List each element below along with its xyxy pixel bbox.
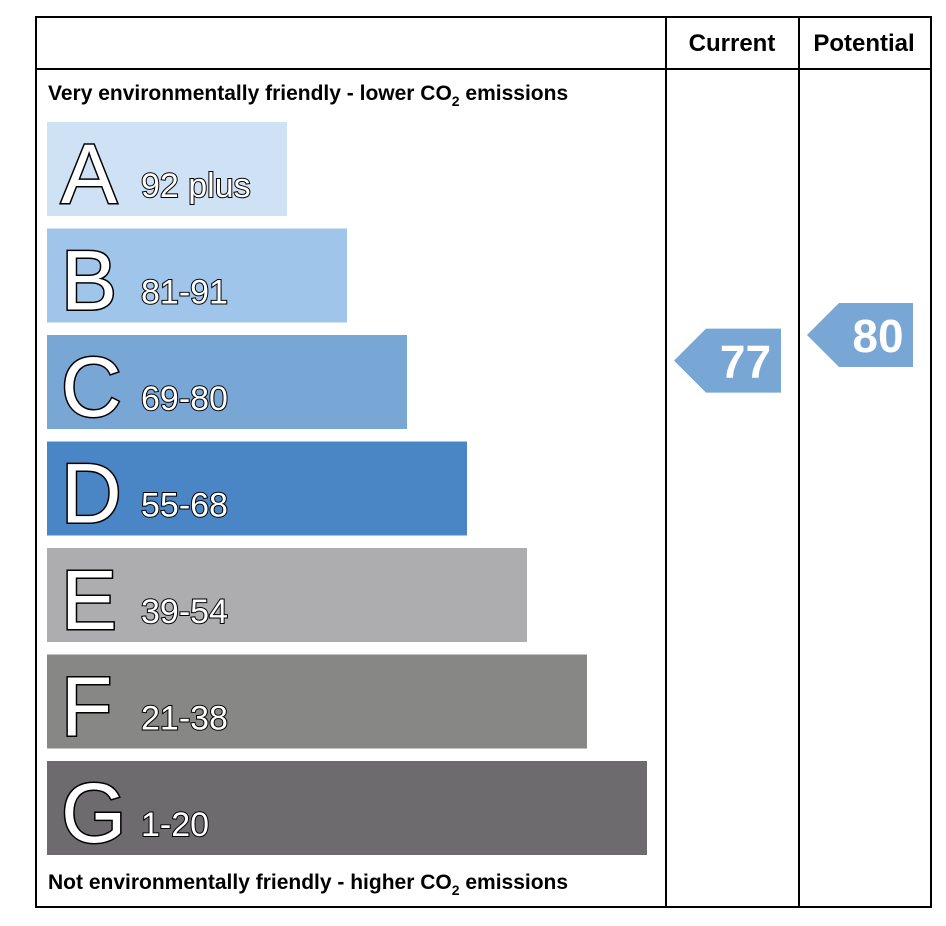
band-b	[47, 228, 347, 323]
band-a	[47, 122, 287, 216]
current-rating-value: 77	[720, 336, 771, 388]
potential-rating-marker: 80	[807, 303, 913, 367]
chart-frame	[35, 16, 932, 908]
band-d	[47, 441, 467, 536]
top-note: Very environmentally friendly - lower CO…	[48, 82, 568, 109]
band-g	[47, 761, 647, 855]
potential-column-header: Potential	[813, 30, 914, 57]
potential-rating-value: 80	[852, 310, 903, 362]
current-rating-arrow	[674, 328, 781, 393]
band-letter-a: A	[61, 127, 117, 221]
band-range-e: 39-54	[141, 593, 228, 631]
current-column-header: Current	[689, 30, 776, 57]
band-letter-f: F	[61, 660, 112, 754]
band-letter-g: G	[61, 766, 126, 860]
band-letter-b: B	[61, 234, 117, 328]
band-range-d: 55-68	[141, 487, 228, 525]
band-range-f: 21-38	[141, 700, 228, 738]
band-c	[47, 335, 407, 429]
band-range-a: 92 plus	[141, 167, 251, 205]
band-range-g: 1-20	[141, 806, 209, 844]
bottom-note: Not environmentally friendly - higher CO…	[48, 871, 568, 898]
band-range-b: 81-91	[141, 274, 228, 312]
band-e	[47, 548, 527, 642]
rating-bands: A 92 plus B 81-91 C 69-80 D 55-68 E 39-54 F 21-38 G 1…	[47, 122, 647, 862]
band-letter-c: C	[61, 340, 122, 434]
band-range-c: 69-80	[141, 380, 228, 418]
band-f	[47, 654, 587, 749]
band-letter-d: D	[61, 447, 122, 541]
potential-rating-arrow	[807, 303, 913, 367]
current-rating-marker: 77	[674, 328, 781, 393]
band-letter-e: E	[61, 553, 117, 647]
